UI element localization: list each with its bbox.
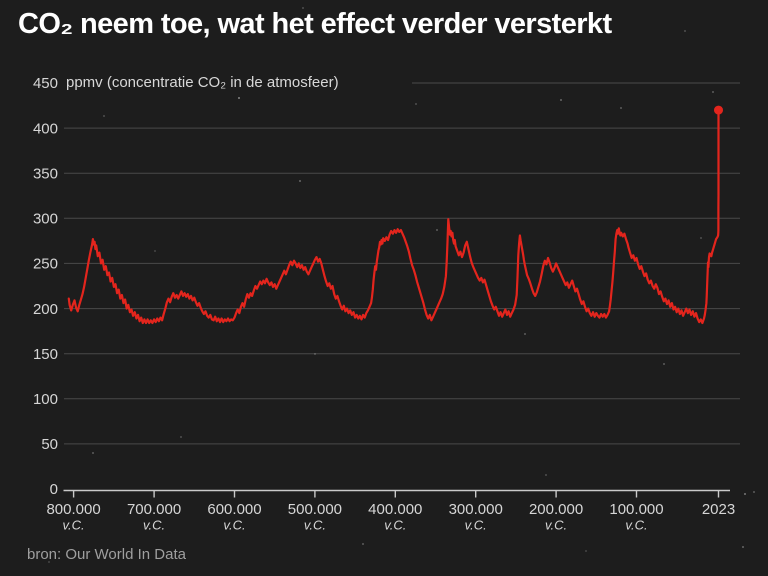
- y-axis-label-350: 350: [33, 165, 58, 182]
- x-axis-era-label-700.000: v.C.: [143, 518, 165, 533]
- x-axis-era-label-400.000: v.C.: [384, 518, 406, 533]
- co2-series-line: [67, 109, 720, 325]
- x-axis-label-2023: 2023: [702, 501, 735, 518]
- y-axis-label-100: 100: [33, 391, 58, 408]
- y-axis-label-250: 250: [33, 256, 58, 273]
- x-axis-era-label-500.000: v.C.: [304, 518, 326, 533]
- x-axis-era-label-600.000: v.C.: [223, 518, 245, 533]
- source-credit: bron: Our World In Data: [27, 546, 186, 563]
- x-axis-label-200.000: 200.000: [529, 501, 583, 518]
- x-axis-label-600.000: 600.000: [207, 501, 261, 518]
- y-axis-label-200: 200: [33, 301, 58, 318]
- y-axis-label-50: 50: [41, 436, 58, 453]
- chart-title: CO₂ neem toe, wat het effect verder vers…: [18, 8, 612, 40]
- y-axis-unit-label: ppmv (concentratie CO₂ in de atmosfeer): [66, 74, 339, 91]
- x-axis-label-800.000: 800.000: [46, 501, 100, 518]
- y-axis-label-300: 300: [33, 211, 58, 228]
- x-axis-era-label-100.000: v.C.: [625, 518, 647, 533]
- latest-value-dot: [714, 105, 723, 115]
- y-axis-label-150: 150: [33, 346, 58, 363]
- x-axis-label-500.000: 500.000: [288, 501, 342, 518]
- x-axis-label-100.000: 100.000: [609, 501, 663, 518]
- y-axis-label-450: 450: [33, 75, 58, 92]
- x-axis-era-label-300.000: v.C.: [465, 518, 487, 533]
- x-axis-era-label-800.000: v.C.: [63, 518, 85, 533]
- y-axis-label-0: 0: [50, 481, 58, 498]
- x-axis-label-400.000: 400.000: [368, 501, 422, 518]
- x-axis-label-700.000: 700.000: [127, 501, 181, 518]
- x-axis-label-300.000: 300.000: [449, 501, 503, 518]
- y-axis-label-400: 400: [33, 120, 58, 137]
- x-axis-era-label-200.000: v.C.: [545, 518, 567, 533]
